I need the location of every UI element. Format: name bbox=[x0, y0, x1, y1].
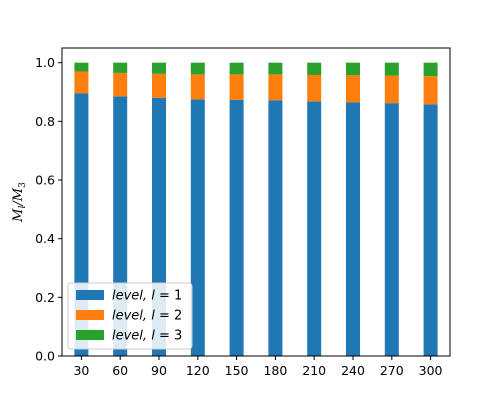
bar-level-3-cat-240 bbox=[346, 62, 360, 76]
bar-level-2-cat-60 bbox=[113, 72, 128, 97]
x-tick-label: 270 bbox=[380, 363, 404, 378]
bar-level-2-cat-300 bbox=[423, 76, 438, 105]
legend-swatch-level-2 bbox=[76, 310, 104, 320]
x-tick-label: 180 bbox=[263, 363, 287, 378]
bar-level-1-cat-180 bbox=[268, 100, 283, 356]
x-axis: 30 60 90 120 150 180 210 240 270 300 bbox=[73, 356, 443, 378]
x-tick-label: 90 bbox=[151, 363, 167, 378]
bar-level-1-cat-240 bbox=[346, 102, 360, 357]
ylabel-sep: /M bbox=[11, 187, 26, 207]
bar-level-2-cat-210 bbox=[307, 74, 322, 102]
bar-level-2-cat-240 bbox=[346, 75, 360, 103]
y-tick-label: 1.0 bbox=[35, 55, 55, 70]
bar-level-3-cat-270 bbox=[384, 62, 399, 76]
bar-level-2-cat-120 bbox=[190, 74, 205, 100]
x-tick-label: 60 bbox=[112, 363, 128, 378]
y-tick-label: 0.8 bbox=[35, 114, 55, 129]
y-axis: 0.0 0.2 0.4 0.6 0.8 1.0 bbox=[35, 55, 62, 364]
ylabel-sub1: l bbox=[18, 206, 28, 209]
legend-label-level-2: level, l = 2 bbox=[112, 309, 182, 324]
y-axis-label: Ml/M3 bbox=[11, 182, 28, 223]
bar-level-1-cat-270 bbox=[384, 103, 399, 356]
legend: level, l = 1 level, l = 2 level, l = 3 bbox=[67, 282, 193, 350]
ylabel-sub2: 3 bbox=[18, 182, 28, 188]
y-tick-label: 0.6 bbox=[35, 173, 55, 188]
x-tick-label: 30 bbox=[73, 363, 89, 378]
x-tick-label: 150 bbox=[225, 363, 249, 378]
bar-level-3-cat-150 bbox=[229, 62, 244, 75]
y-tick-label: 0.2 bbox=[35, 290, 55, 305]
legend-label-level-1: level, l = 1 bbox=[112, 289, 182, 304]
bar-level-1-cat-300 bbox=[423, 104, 438, 356]
bar-level-1-cat-120 bbox=[190, 99, 205, 356]
bar-level-3-cat-120 bbox=[190, 62, 205, 75]
y-tick-label: 0.0 bbox=[35, 349, 55, 364]
bar-level-2-cat-180 bbox=[268, 74, 283, 101]
bar-level-3-cat-90 bbox=[152, 62, 166, 74]
bar-level-2-cat-270 bbox=[384, 75, 399, 104]
bar-level-3-cat-30 bbox=[74, 62, 89, 72]
y-tick-label: 0.4 bbox=[35, 231, 55, 246]
x-tick-label: 120 bbox=[186, 363, 210, 378]
bar-level-3-cat-210 bbox=[307, 62, 322, 75]
bar-level-3-cat-300 bbox=[423, 62, 438, 77]
legend-label-level-3: level, l = 3 bbox=[112, 329, 182, 344]
bar-level-3-cat-60 bbox=[113, 62, 128, 73]
legend-swatch-level-3 bbox=[76, 330, 104, 340]
bar-level-1-cat-210 bbox=[307, 101, 322, 357]
x-tick-label: 210 bbox=[302, 363, 326, 378]
bar-level-2-cat-30 bbox=[74, 71, 89, 94]
bar-level-2-cat-150 bbox=[229, 74, 244, 100]
bar-level-2-cat-90 bbox=[152, 73, 166, 98]
plot-frame bbox=[61, 47, 451, 357]
bar-level-1-cat-150 bbox=[229, 99, 244, 357]
ylabel-main: M bbox=[11, 208, 26, 223]
x-tick-label: 300 bbox=[419, 363, 443, 378]
x-tick-label: 240 bbox=[341, 363, 365, 378]
bar-level-3-cat-180 bbox=[268, 62, 283, 75]
legend-swatch-level-1 bbox=[76, 290, 104, 300]
